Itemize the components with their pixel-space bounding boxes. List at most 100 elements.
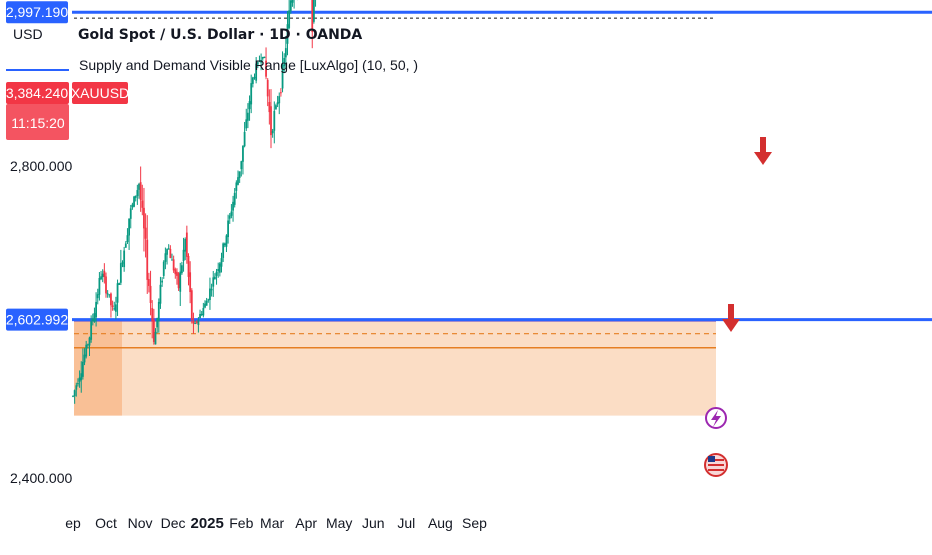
candle[interactable] xyxy=(221,253,223,273)
indicator-label[interactable]: Supply and Demand Visible Range [LuxAlgo… xyxy=(79,57,418,73)
candle[interactable] xyxy=(199,310,201,319)
candle[interactable] xyxy=(148,273,150,293)
candle[interactable] xyxy=(72,395,74,397)
candle[interactable] xyxy=(202,303,204,317)
candle[interactable] xyxy=(118,283,120,285)
candle[interactable] xyxy=(222,242,224,262)
candle[interactable] xyxy=(293,0,295,9)
candle[interactable] xyxy=(219,262,221,276)
arrow-down-annotation[interactable] xyxy=(754,137,772,165)
candle[interactable] xyxy=(288,0,290,29)
candle[interactable] xyxy=(292,0,294,7)
lightning-icon[interactable] xyxy=(706,408,726,428)
candle[interactable] xyxy=(122,260,124,267)
candle[interactable] xyxy=(184,237,186,260)
candle[interactable] xyxy=(217,263,219,278)
candle[interactable] xyxy=(168,244,170,250)
candle[interactable] xyxy=(138,183,140,199)
candle[interactable] xyxy=(231,204,233,218)
candle[interactable] xyxy=(315,0,317,7)
candle[interactable] xyxy=(161,277,163,287)
candle[interactable] xyxy=(224,243,226,248)
candle[interactable] xyxy=(188,253,190,285)
candle[interactable] xyxy=(117,280,119,316)
candle[interactable] xyxy=(130,205,132,228)
candle[interactable] xyxy=(140,167,142,212)
candle[interactable] xyxy=(186,226,188,264)
candle[interactable] xyxy=(280,88,282,96)
candle[interactable] xyxy=(160,277,162,309)
candle[interactable] xyxy=(278,92,280,114)
candle[interactable] xyxy=(102,269,104,282)
us-flag-icon[interactable] xyxy=(705,454,727,476)
candle[interactable] xyxy=(242,145,244,174)
candle[interactable] xyxy=(250,75,252,113)
arrow-down-annotation[interactable] xyxy=(722,304,740,332)
candle[interactable] xyxy=(237,170,239,185)
candle[interactable] xyxy=(99,272,101,301)
candle[interactable] xyxy=(245,109,247,131)
candle[interactable] xyxy=(252,77,254,88)
candle[interactable] xyxy=(268,89,270,124)
candle[interactable] xyxy=(270,89,272,148)
candle[interactable] xyxy=(132,203,134,210)
candle[interactable] xyxy=(275,104,277,110)
candle[interactable] xyxy=(166,248,168,264)
candle[interactable] xyxy=(135,195,137,201)
candle[interactable] xyxy=(107,290,109,298)
candle[interactable] xyxy=(141,185,143,215)
candle[interactable] xyxy=(136,185,138,205)
candle[interactable] xyxy=(207,299,209,303)
candle[interactable] xyxy=(146,215,148,294)
candle[interactable] xyxy=(234,188,236,207)
candle[interactable] xyxy=(110,292,112,317)
candle[interactable] xyxy=(206,298,208,306)
candle[interactable] xyxy=(229,213,231,224)
candle[interactable] xyxy=(254,74,256,80)
candle[interactable] xyxy=(143,188,145,252)
candle[interactable] xyxy=(249,95,251,120)
candle[interactable] xyxy=(277,96,279,107)
candle[interactable] xyxy=(204,300,206,308)
candle[interactable] xyxy=(127,228,129,244)
candle[interactable] xyxy=(133,196,135,207)
candle[interactable] xyxy=(165,248,167,270)
candle[interactable] xyxy=(216,269,218,285)
candle[interactable] xyxy=(163,260,165,279)
candle[interactable] xyxy=(273,101,275,143)
candle[interactable] xyxy=(240,161,242,177)
candle[interactable] xyxy=(183,238,185,272)
candle[interactable] xyxy=(105,273,107,298)
candle[interactable] xyxy=(115,297,117,319)
candle[interactable] xyxy=(181,262,183,275)
candle[interactable] xyxy=(120,250,122,285)
candle[interactable] xyxy=(128,218,130,250)
candle[interactable] xyxy=(153,309,155,345)
candle[interactable] xyxy=(178,272,180,291)
candle[interactable] xyxy=(113,302,115,311)
candle[interactable] xyxy=(189,261,191,303)
candle[interactable] xyxy=(150,271,152,316)
candle[interactable] xyxy=(235,180,237,198)
candle[interactable] xyxy=(267,78,269,106)
candle[interactable] xyxy=(232,196,234,222)
candle[interactable] xyxy=(211,284,213,297)
candle[interactable] xyxy=(169,245,171,258)
candle[interactable] xyxy=(103,263,105,283)
candle[interactable] xyxy=(247,103,249,128)
candle[interactable] xyxy=(97,289,99,305)
candle[interactable] xyxy=(244,122,246,147)
candle[interactable] xyxy=(145,213,147,257)
candle[interactable] xyxy=(226,234,228,252)
candle[interactable] xyxy=(125,241,127,248)
candle[interactable] xyxy=(227,215,229,244)
candle[interactable] xyxy=(239,171,241,183)
candle[interactable] xyxy=(108,294,110,297)
candle[interactable] xyxy=(179,263,181,306)
candle[interactable] xyxy=(171,254,173,261)
candle[interactable] xyxy=(214,273,216,279)
candle[interactable] xyxy=(100,271,102,280)
candle[interactable] xyxy=(191,288,193,323)
candle[interactable] xyxy=(201,311,203,316)
